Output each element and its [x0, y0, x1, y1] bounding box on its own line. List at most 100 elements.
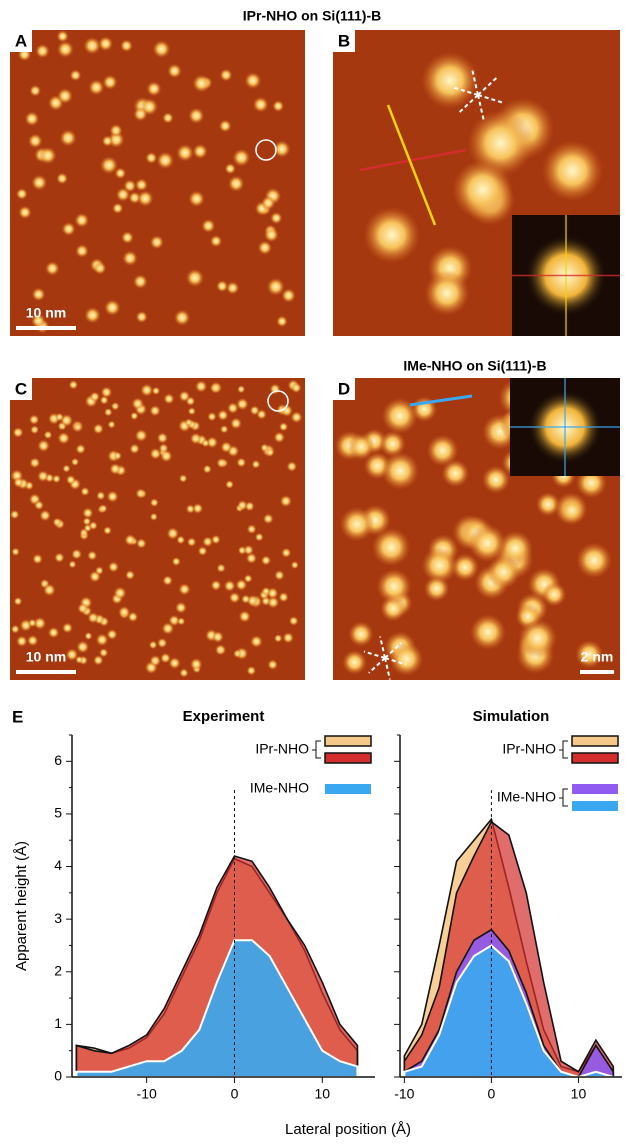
adsorbate — [167, 64, 182, 79]
legend-label: IPr-NHO — [255, 741, 309, 757]
adsorbate — [62, 622, 73, 633]
adsorbate — [75, 444, 85, 454]
adsorbate — [84, 307, 100, 323]
adsorbate — [14, 597, 23, 606]
adsorbate — [263, 513, 274, 524]
adsorbate — [108, 561, 119, 572]
adsorbate — [150, 235, 164, 249]
y-tick-label: 5 — [54, 805, 62, 821]
adsorbate — [250, 635, 263, 648]
adsorbate — [179, 668, 188, 677]
adsorbate — [75, 244, 89, 258]
adsorbate — [202, 536, 213, 547]
adsorbate — [18, 206, 31, 219]
adsorbate — [280, 495, 292, 507]
adsorbate — [518, 619, 557, 658]
adsorbate — [35, 44, 49, 58]
adsorbate — [421, 52, 478, 109]
adsorbate — [25, 111, 40, 126]
adsorbate — [179, 474, 187, 482]
adsorbate — [162, 575, 172, 585]
adsorbate — [57, 88, 73, 104]
adsorbate — [96, 491, 105, 500]
adsorbate — [48, 627, 59, 638]
adsorbate — [224, 580, 236, 592]
adsorbate — [123, 179, 136, 192]
adsorbate — [90, 392, 100, 402]
y-tick-label: 0 — [54, 1068, 62, 1084]
adsorbate — [27, 635, 38, 646]
adsorbate — [203, 465, 212, 474]
x-tick-label: 10 — [571, 1086, 587, 1102]
adsorbate — [76, 641, 89, 654]
adsorbate — [108, 421, 116, 429]
adsorbate — [201, 219, 215, 233]
adsorbate — [243, 545, 253, 555]
adsorbate — [211, 580, 222, 591]
adsorbate — [102, 135, 113, 146]
adsorbate — [276, 316, 288, 328]
adsorbate — [216, 564, 225, 573]
panel-label: E — [12, 707, 23, 726]
panel-label: A — [15, 31, 27, 50]
adsorbate — [107, 491, 119, 503]
adsorbate — [237, 385, 245, 393]
adsorbate — [363, 207, 420, 264]
adsorbate — [441, 459, 469, 487]
adsorbate — [270, 212, 282, 224]
adsorbate — [57, 432, 70, 445]
adsorbate — [239, 610, 251, 622]
adsorbate — [133, 274, 148, 289]
adsorbate — [136, 538, 146, 548]
adsorbate — [193, 144, 208, 159]
adsorbate — [192, 74, 210, 92]
adsorbate — [99, 504, 108, 513]
y-tick-label: 3 — [54, 910, 62, 926]
adsorbate — [121, 231, 134, 244]
adsorbate — [13, 477, 24, 488]
adsorbate — [172, 557, 181, 566]
adsorbate — [132, 397, 144, 409]
panel-label: C — [15, 379, 27, 398]
adsorbate — [174, 310, 190, 326]
adsorbate — [112, 203, 123, 214]
legend-bracket — [312, 741, 321, 758]
adsorbate — [376, 569, 411, 604]
adsorbate — [236, 398, 249, 411]
adsorbate — [542, 140, 603, 201]
adsorbate — [278, 592, 288, 602]
adsorbate — [244, 72, 261, 89]
adsorbate — [187, 537, 196, 546]
adsorbate — [111, 402, 119, 410]
y-tick-label: 6 — [54, 752, 62, 768]
scale-bar-label: 2 nm — [581, 649, 614, 665]
adsorbate — [176, 144, 194, 162]
legend-swatch — [572, 736, 618, 746]
adsorbate — [45, 261, 59, 275]
adsorbate — [10, 510, 19, 519]
adsorbate — [157, 638, 167, 648]
adsorbate — [210, 382, 221, 393]
adsorbate — [192, 503, 203, 514]
adsorbate — [28, 134, 43, 149]
adsorbate — [71, 549, 82, 560]
adsorbate — [93, 423, 104, 434]
adsorbate — [372, 528, 411, 567]
adsorbate — [424, 270, 469, 315]
adsorbate — [120, 39, 133, 52]
adsorbate — [233, 649, 241, 657]
adsorbate — [157, 152, 175, 170]
adsorbate — [68, 560, 76, 568]
y-tick-label: 1 — [54, 1015, 62, 1031]
adsorbate — [225, 480, 234, 489]
figure: IPr-NHO on Si(111)-B IMe-NHO on Si(111)-… — [0, 0, 625, 1144]
y-tick-label: 4 — [54, 857, 62, 873]
adsorbate — [185, 418, 193, 426]
panel-label: D — [338, 379, 350, 398]
adsorbate — [188, 191, 204, 207]
adsorbate — [16, 635, 27, 646]
adsorbate — [11, 625, 20, 634]
adsorbate — [31, 175, 47, 191]
adsorbate — [198, 546, 208, 556]
adsorbate — [71, 458, 79, 466]
